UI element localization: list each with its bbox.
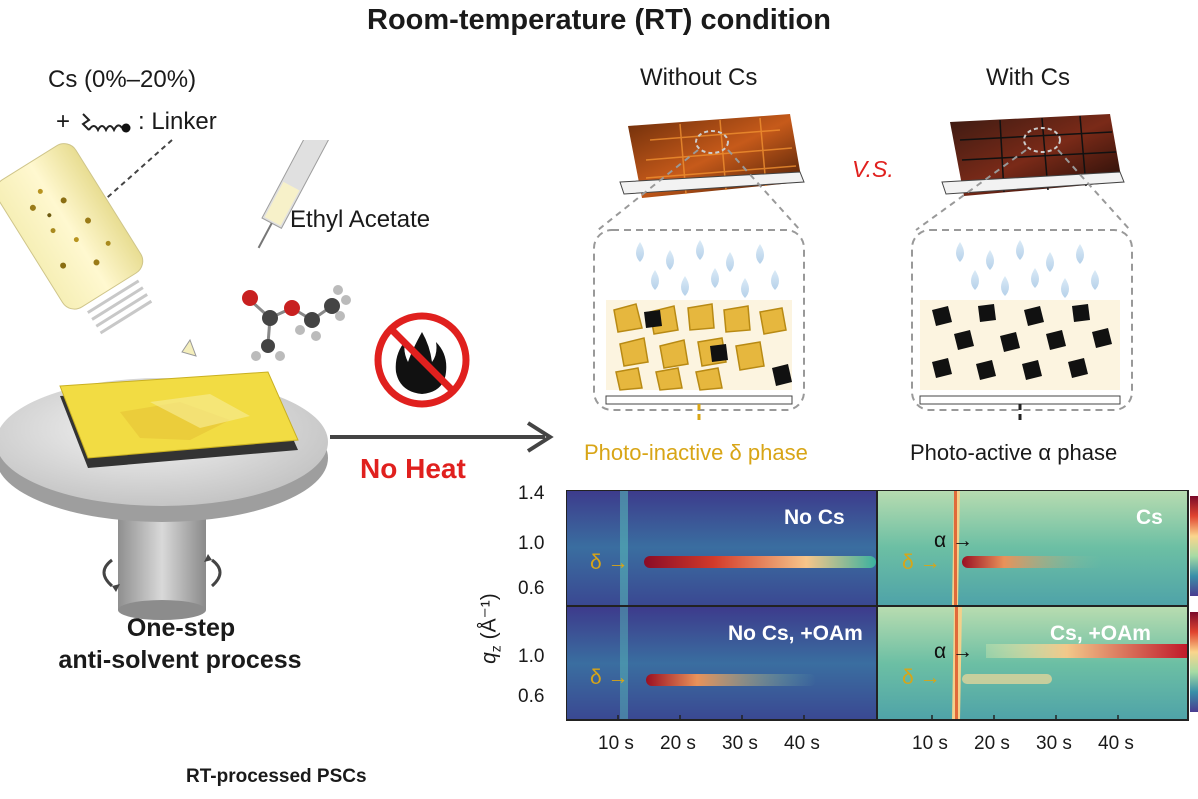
y-tick-top-3: 0.6 (518, 578, 545, 599)
figure-title: Room-temperature (RT) condition (367, 4, 831, 36)
versus-label: V.S. (852, 156, 894, 182)
delta-phase-label: Photo-inactive δ phase (584, 440, 808, 465)
y-axis-label: qz (Å⁻¹) (470, 560, 510, 700)
linker-label: : Linker (138, 108, 217, 135)
linker-plus: + (56, 108, 71, 135)
alpha-marker-cs: α → (934, 529, 973, 552)
x-tick-left-40: 40 s (784, 733, 820, 754)
heatmap-panel-no-cs (566, 490, 876, 605)
no-heat-icon (374, 312, 470, 408)
linker-pointer-line (99, 139, 173, 205)
giwaxs-heatmaps (566, 490, 1198, 721)
heatmap-panel-cs (878, 490, 1188, 605)
y-tick-top-2: 1.0 (518, 533, 545, 554)
film-comparison-illustration (593, 114, 1133, 420)
x-tick-right-30: 30 s (1036, 733, 1072, 754)
y-tick-bottom-2: 0.6 (518, 686, 545, 707)
y-tick-bottom-1: 1.0 (518, 646, 545, 667)
process-arrow (330, 421, 554, 453)
delta-marker-no-cs-oam: δ → (590, 666, 629, 689)
alpha-phase-label: Photo-active α phase (910, 440, 1118, 465)
panel-label-cs: Cs (1136, 506, 1163, 529)
delta-marker-cs-oam: δ → (902, 666, 941, 689)
y-tick-top-1: 1.4 (518, 483, 545, 504)
y-axis-subscript: z (487, 645, 504, 653)
alpha-cubes-few (644, 310, 792, 386)
footer-label: RT-processed PSCs (186, 766, 367, 787)
panel-label-no-cs-oam: No Cs, +OAm (728, 622, 863, 645)
without-cs-label: Without Cs (640, 64, 758, 91)
rotation-arrow-left-icon (102, 558, 114, 588)
x-tick-left-30: 30 s (722, 733, 758, 754)
y-axis-symbol: q (477, 652, 501, 664)
delta-marker-no-cs: δ → (590, 551, 629, 574)
process-line-1: One-step (126, 614, 236, 642)
no-heat-label: No Heat (360, 453, 466, 484)
solvent-droplets (636, 240, 1099, 298)
ethyl-acetate-molecule-icon (242, 285, 351, 361)
linker-molecule-icon (81, 113, 131, 133)
delta-phase-crystals (613, 303, 787, 391)
colorbar-bottom (1190, 612, 1198, 712)
y-axis-unit: (Å⁻¹) (477, 593, 501, 646)
cs-fraction-label: Cs (0%–20%) (48, 66, 197, 93)
panel-label-cs-oam: Cs, +OAm (1050, 622, 1151, 645)
delta-streak-cs (962, 556, 1102, 568)
precursor-vial (0, 143, 153, 335)
colorbar-top (1190, 496, 1198, 596)
spin-coating-illustration (0, 140, 351, 620)
with-cs-label: With Cs (986, 64, 1070, 91)
delta-streak-no-cs (644, 556, 876, 568)
panel-label-no-cs: No Cs (784, 506, 845, 529)
rotation-arrow-right-icon (210, 558, 222, 588)
x-tick-right-40: 40 s (1098, 733, 1134, 754)
solvent-label: Ethyl Acetate (290, 206, 431, 233)
x-tick-right-20: 20 s (974, 733, 1010, 754)
film-without-cs (619, 114, 805, 198)
heatmap-panel-cs-oam (878, 607, 1188, 720)
heatmap-panel-no-cs-oam (566, 607, 876, 720)
droplet (181, 338, 197, 357)
alpha-marker-cs-oam: α → (934, 640, 973, 663)
delta-streak-no-cs-oam (646, 674, 816, 686)
process-line-2: anti-solvent process (58, 646, 302, 674)
delta-marker-cs: δ → (902, 551, 941, 574)
x-tick-left-20: 20 s (660, 733, 696, 754)
x-tick-right-10: 10 s (912, 733, 948, 754)
alpha-streak-cs-oam (986, 644, 1188, 658)
alpha-phase-cubes (932, 304, 1112, 380)
syringe (257, 140, 344, 249)
x-tick-left-10: 10 s (598, 733, 634, 754)
film-with-cs (941, 114, 1125, 196)
